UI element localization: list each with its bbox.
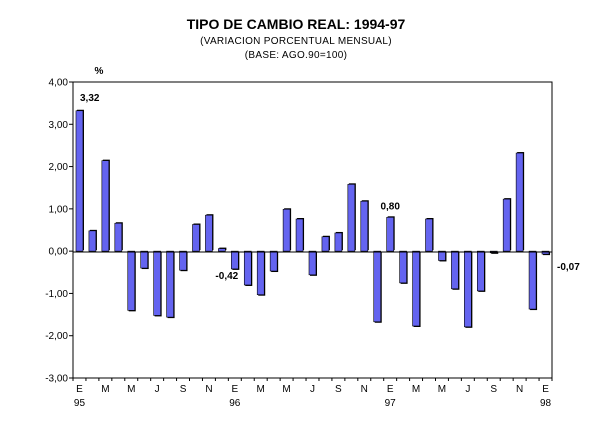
x-tick-label: E [76,384,83,395]
bar [347,184,356,252]
y-tick-label: 4,00 [49,78,69,89]
bar [101,160,110,252]
x-tick-label: E [231,384,238,395]
bar [360,200,369,252]
y-tick-label: 1,00 [49,204,69,215]
x-tick-label: S [490,384,497,395]
x-tick-label: M [101,384,109,395]
x-tick-label: N [205,384,212,395]
bar [425,218,433,252]
bar [399,250,407,284]
data-label: 0,80 [380,201,400,212]
bar [528,250,537,310]
data-labels: 3,32 -0,42 0,80 -0,07 [80,93,580,282]
x-tick-label: N [516,384,523,395]
bar [321,236,330,252]
x-tick-label: M [127,384,135,395]
x-tick-label: S [335,384,342,395]
data-label: -0,42 [215,271,238,282]
x-year-label: 97 [385,398,397,409]
bar [334,232,343,252]
y-tick-label: 2,00 [49,162,69,173]
x-tick-label: E [542,384,549,395]
bar [295,218,304,252]
bar [114,222,123,252]
bar [282,208,291,252]
data-label: 3,32 [80,93,100,104]
x-tick-label: M [282,384,290,395]
y-tick-label: -2,00 [45,331,68,342]
x-year-label: 98 [540,398,552,409]
bar-series [75,109,551,328]
bar [179,250,187,271]
bar [218,248,226,252]
plot-area-frame [72,81,553,379]
chart-title: TIPO DE CAMBIO REAL: 1994-97 [187,16,406,32]
bar [205,214,213,252]
bar [140,250,149,269]
x-tick-label: M [438,384,446,395]
bar [88,230,97,252]
bar [541,250,550,255]
x-tick-label: E [387,384,394,395]
y-tick-label: 3,00 [49,120,69,131]
bar [438,250,446,261]
x-tick-label: M [412,384,420,395]
data-label: -0,07 [557,262,580,273]
bar [373,250,382,323]
x-axis: E M M J S N E M M J S N E M M J S N E 95 96 97 98 [72,378,553,409]
bar [386,217,394,252]
bar [502,198,511,252]
bar [256,250,265,295]
y-tick-label: -3,00 [45,374,68,385]
chart-subtitle: (VARIACION PORCENTUAL MENSUAL) [200,36,392,47]
bar [412,250,420,327]
bar [127,250,136,311]
bar [153,250,161,316]
x-year-label: 96 [229,398,241,409]
x-tick-label: J [310,384,315,395]
bar [451,250,459,290]
y-tick-label: 0,00 [49,247,69,258]
x-tick-label: S [180,384,187,395]
bar [515,152,524,252]
chart-base-note: (BASE: AGO.90=100) [245,50,347,61]
bar [166,250,174,318]
x-tick-label: J [465,384,470,395]
x-tick-label: N [361,384,368,395]
y-axis-unit-label: % [95,66,104,77]
x-tick-label: J [155,384,160,395]
x-tick-label: M [257,384,265,395]
bar [192,224,200,252]
y-axis: 4,00 3,00 2,00 1,00 0,00 -1,00 -2,00 -3,00 [45,78,73,385]
bar [243,250,252,286]
bar [75,110,84,252]
bar [269,250,278,272]
x-year-label: 95 [74,398,86,409]
bar [308,250,317,276]
bar [231,250,239,270]
y-tick-label: -1,00 [45,289,68,300]
bar [476,250,485,292]
bar [464,250,472,328]
